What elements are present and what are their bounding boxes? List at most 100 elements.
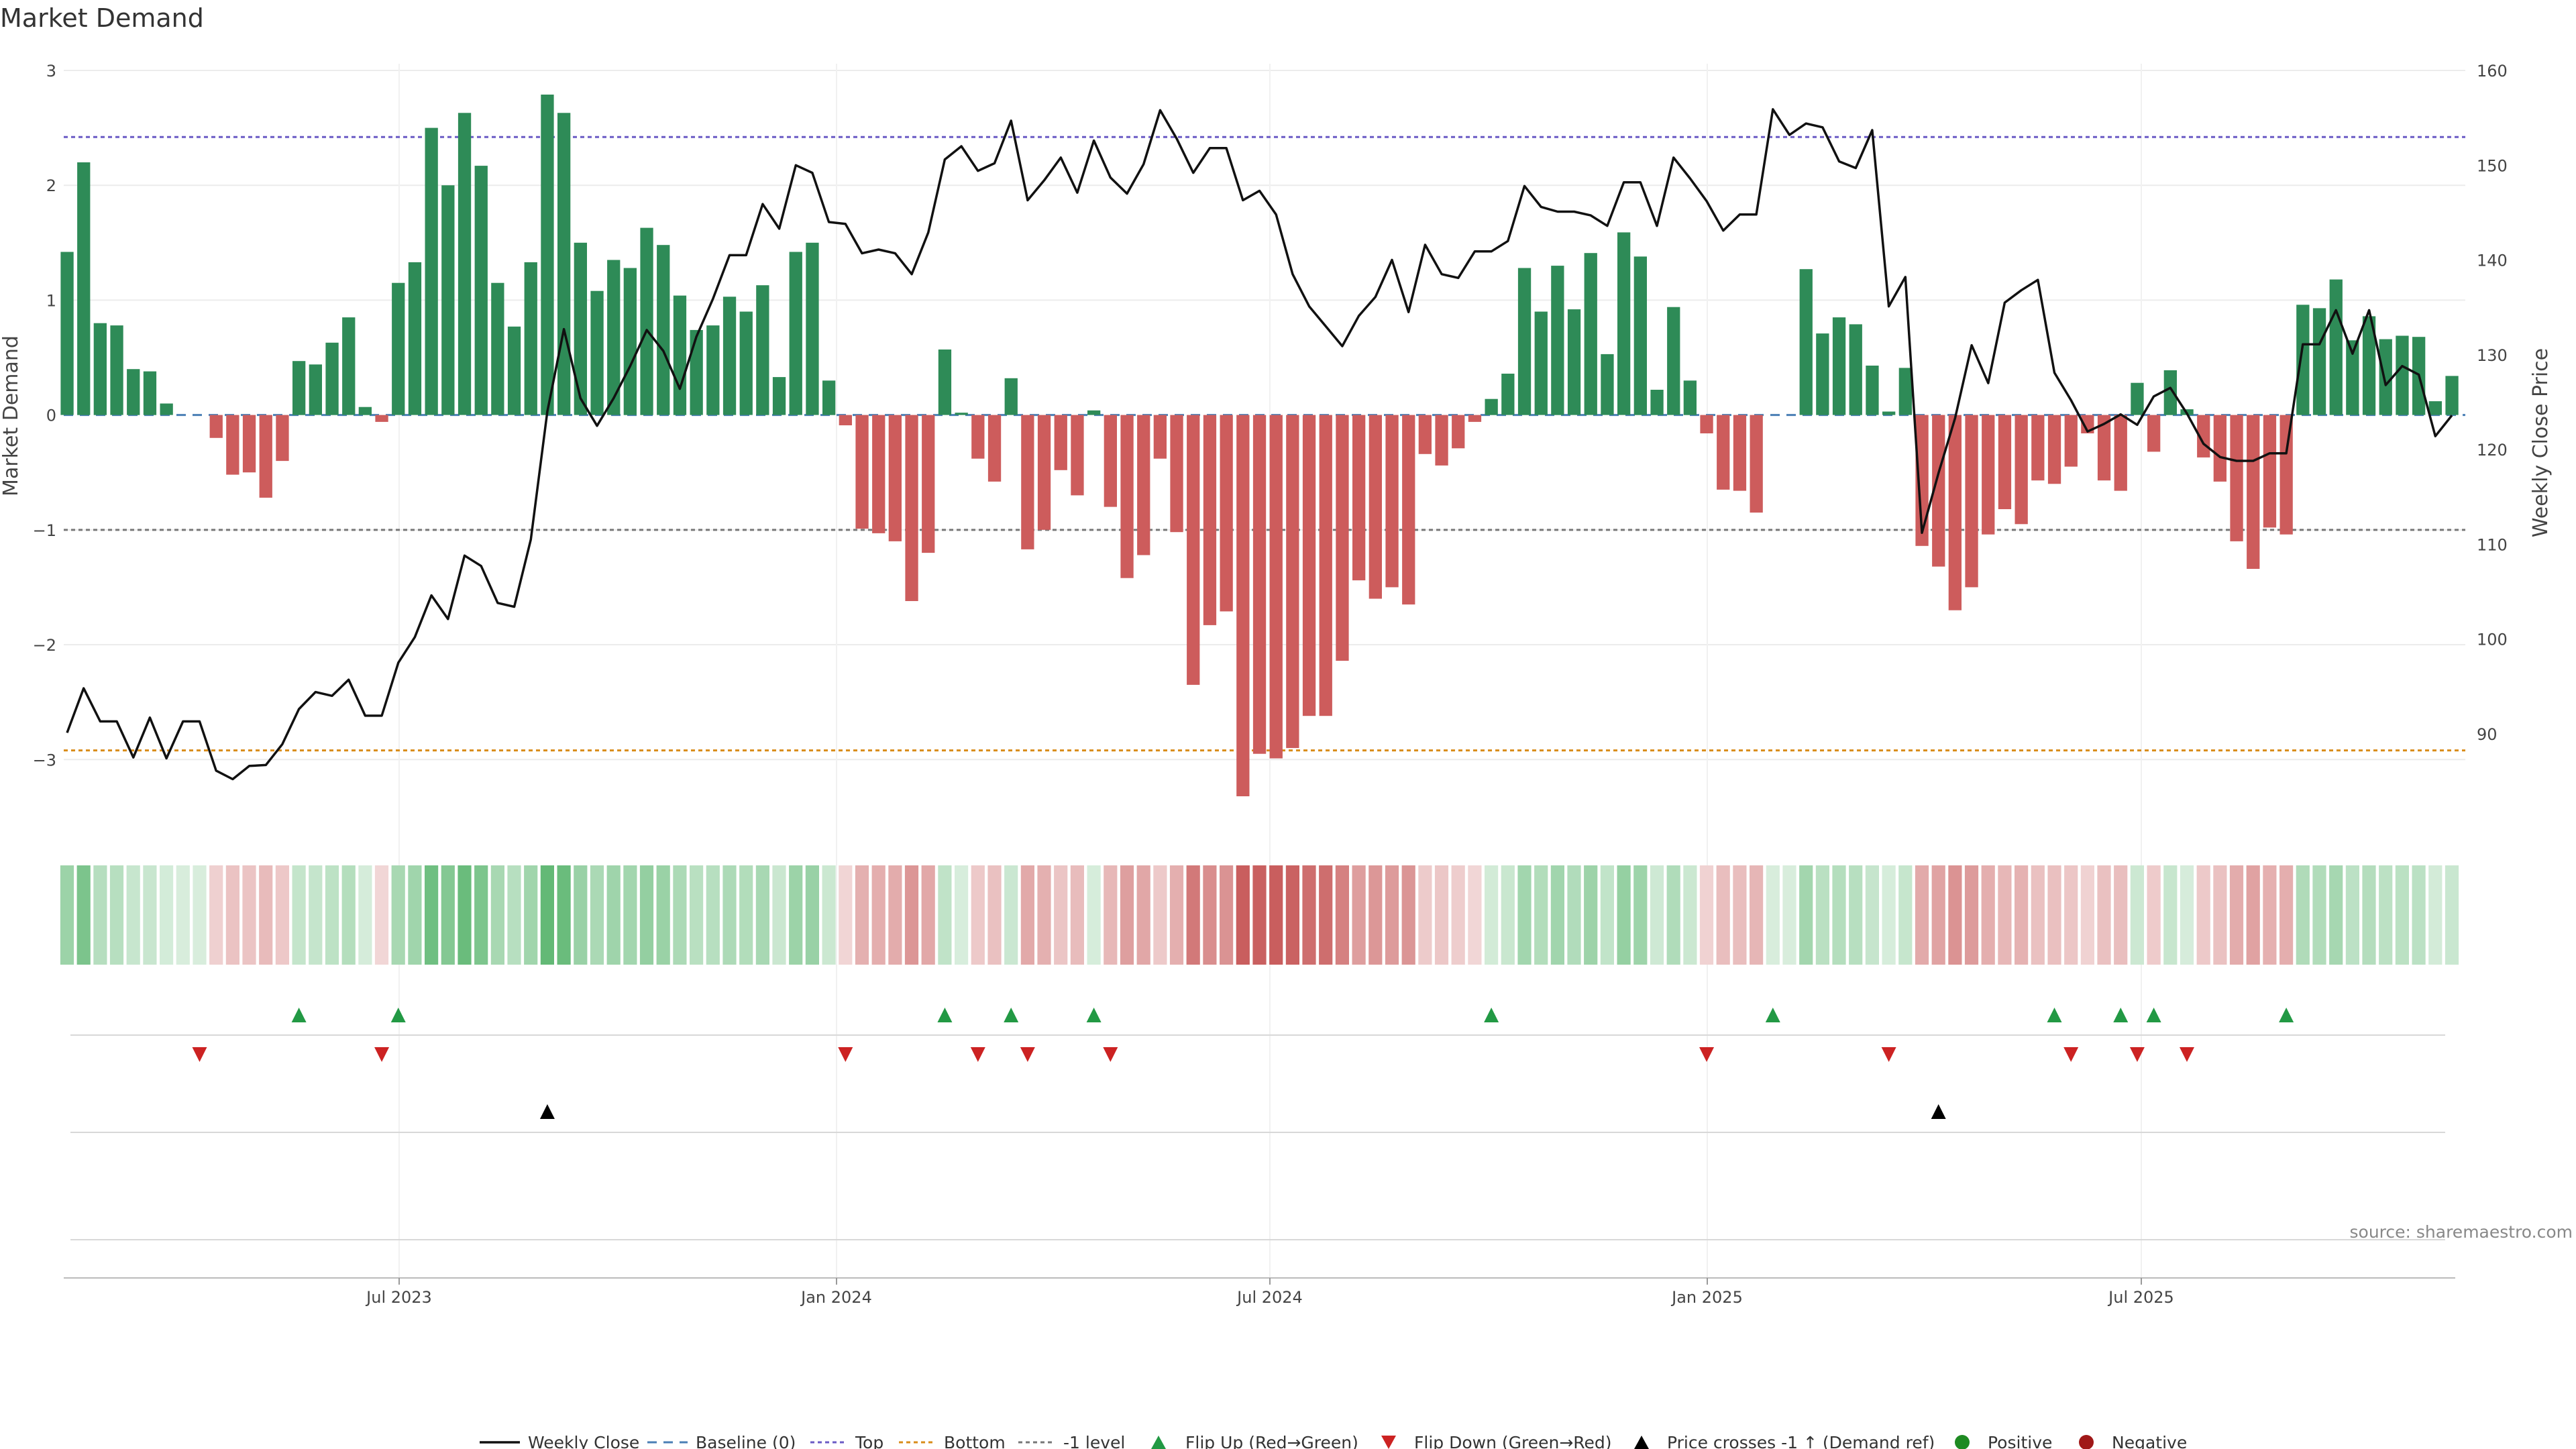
heat-cell — [1766, 865, 1780, 965]
demand-bar — [2263, 415, 2277, 528]
legend-swatch-negative — [2079, 1435, 2094, 1449]
demand-bar — [1468, 415, 1482, 422]
demand-bar — [375, 415, 388, 422]
demand-bar — [1104, 415, 1117, 507]
demand-bar — [1418, 415, 1432, 454]
heat-cell — [2428, 865, 2443, 965]
heat-cell — [1186, 865, 1200, 965]
demand-bar — [1501, 374, 1515, 415]
heat-cell — [540, 865, 554, 965]
heat-cell — [2130, 865, 2144, 965]
flip-down-marker — [970, 1047, 985, 1062]
heat-cell — [772, 865, 786, 965]
flip-up-marker — [1004, 1008, 1019, 1022]
heat-cell — [1285, 865, 1299, 965]
demand-bar — [2362, 316, 2376, 415]
left-tick-label: −3 — [33, 751, 56, 769]
demand-bar — [110, 325, 123, 415]
demand-bar — [1286, 415, 1299, 749]
flip-down-marker — [838, 1047, 853, 1062]
demand-bar — [507, 326, 521, 415]
heat-cell — [1120, 865, 1134, 965]
heat-cell — [309, 865, 323, 965]
heat-cell — [1799, 865, 1813, 965]
flip-up-marker — [2146, 1008, 2161, 1022]
demand-bar — [541, 95, 554, 415]
demand-bar — [2296, 305, 2310, 415]
heat-cell — [1898, 865, 1913, 965]
heat-cell — [2163, 865, 2178, 965]
heat-cell — [275, 865, 289, 965]
demand-bar — [1187, 415, 1200, 685]
heat-cell — [1915, 865, 1929, 965]
heat-cell — [1434, 865, 1449, 965]
heat-cell — [1584, 865, 1598, 965]
right-tick-label: 160 — [2477, 62, 2508, 80]
demand-bar — [226, 415, 239, 475]
demand-bar — [590, 290, 604, 415]
right-tick-label: 140 — [2477, 252, 2508, 270]
demand-bar — [1037, 415, 1051, 530]
demand-bar — [1352, 415, 1366, 581]
heat-cell — [888, 865, 902, 965]
left-tick-label: 2 — [46, 176, 56, 195]
demand-bar — [690, 329, 703, 415]
demand-bar — [491, 282, 504, 415]
heat-cell — [109, 865, 124, 965]
chart-title: Market Demand — [0, 3, 204, 33]
demand-bar — [474, 166, 488, 415]
flip-up-marker — [937, 1008, 953, 1022]
demand-bar — [1153, 415, 1167, 459]
heat-cell — [292, 865, 306, 965]
heat-cell — [524, 865, 538, 965]
chart-legend: Weekly Close Baseline (0) Top Bottom -1 leve… — [480, 1433, 2187, 1449]
heat-cell — [408, 865, 422, 965]
demand-bar — [938, 350, 952, 415]
demand-bar — [756, 285, 769, 415]
demand-bar — [1120, 415, 1134, 578]
heat-cell — [1633, 865, 1648, 965]
demand-bar — [1485, 398, 1498, 415]
demand-bar — [2329, 279, 2343, 415]
demand-bar — [392, 282, 405, 415]
demand-bar — [2131, 382, 2144, 415]
legend-label: Flip Down (Green→Red) — [1414, 1433, 1612, 1449]
heat-cell — [606, 865, 621, 965]
heat-cell — [1054, 865, 1068, 965]
heat-cell — [2279, 865, 2294, 965]
heat-cell — [1468, 865, 1482, 965]
demand-bar — [1302, 415, 1316, 716]
demand-bar — [2213, 415, 2226, 482]
demand-bar — [1269, 415, 1283, 759]
left-tick-label: −2 — [33, 636, 56, 655]
legend-label: Positive — [1988, 1433, 2052, 1449]
heat-cell — [391, 865, 405, 965]
demand-bar — [640, 227, 653, 415]
demand-bar — [1965, 415, 1978, 588]
heat-cell — [1037, 865, 1051, 965]
demand-bar — [1584, 253, 1597, 415]
heat-cell — [1815, 865, 1829, 965]
date-tick-label: Jul 2024 — [1236, 1288, 1303, 1307]
heat-cell — [490, 865, 504, 965]
date-tick-label: Jul 2023 — [365, 1288, 432, 1307]
heat-cell — [1600, 865, 1614, 965]
demand-bar — [557, 113, 571, 415]
demand-bar — [2230, 415, 2243, 541]
demand-bars — [60, 95, 2459, 796]
heat-cell — [1981, 865, 1995, 965]
signal-markers — [70, 1008, 2445, 1240]
demand-bar — [93, 323, 107, 415]
legend-label: Flip Up (Red→Green) — [1185, 1433, 1358, 1449]
demand-bar — [143, 371, 157, 415]
demand-bar — [2428, 401, 2442, 415]
flip-up-marker — [2279, 1008, 2294, 1022]
flip-up-marker — [1765, 1008, 1780, 1022]
demand-bar — [1252, 415, 1267, 754]
heat-cell — [60, 865, 74, 965]
heat-cell — [1998, 865, 2012, 965]
heat-cell — [2147, 865, 2161, 965]
heat-cell — [1882, 865, 1896, 965]
flip-down-marker — [2063, 1047, 2079, 1062]
